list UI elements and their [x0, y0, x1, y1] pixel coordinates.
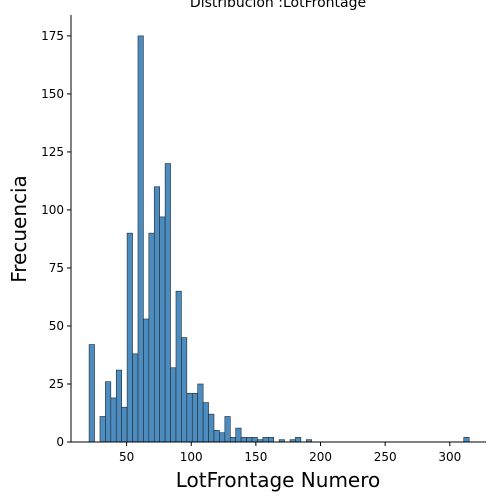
histogram-bar [111, 398, 116, 442]
x-tick-label: 100 [180, 450, 203, 464]
histogram-bar [165, 164, 170, 442]
x-axis-label: LotFrontage Numero [176, 468, 381, 492]
histogram-bar [236, 428, 241, 442]
x-tick-label: 250 [374, 450, 397, 464]
histogram-bar [154, 187, 159, 442]
histogram-bar [149, 233, 154, 442]
y-tick-label: 100 [41, 203, 64, 217]
x-tick-label: 300 [438, 450, 461, 464]
y-tick-label: 150 [41, 87, 64, 101]
histogram-bar [105, 382, 110, 442]
y-tick-label: 0 [56, 435, 64, 449]
histogram-bars [89, 36, 469, 442]
histogram-bar [225, 416, 230, 442]
histogram-bar [209, 414, 214, 442]
histogram-bar [133, 354, 138, 442]
histogram-bar [138, 36, 143, 442]
histogram-bar [263, 437, 268, 442]
histogram-bar [187, 393, 192, 442]
histogram-bar [295, 437, 300, 442]
histogram-bar [219, 433, 224, 442]
histogram-bar [116, 370, 121, 442]
histogram-bar [122, 407, 127, 442]
y-axis-label: Frecuencia [7, 175, 31, 283]
x-tick-label: 200 [309, 450, 332, 464]
x-axis-ticks: 50 100 150 200 250 300 [119, 442, 461, 464]
histogram-bar [100, 416, 105, 442]
y-tick-label: 75 [49, 261, 64, 275]
histogram-bar [214, 430, 219, 442]
histogram-bar [252, 437, 257, 442]
histogram-bar [160, 217, 165, 442]
histogram-bar [143, 319, 148, 442]
x-tick-label: 150 [244, 450, 267, 464]
chart-title: Distribución :LotFrontage [190, 0, 366, 11]
histogram-bar [127, 233, 132, 442]
histogram-bar [171, 368, 176, 442]
histogram-bar [268, 437, 273, 442]
histogram-bar [181, 338, 186, 442]
y-tick-label: 125 [41, 145, 64, 159]
histogram-bar [230, 437, 235, 442]
y-tick-label: 50 [49, 319, 64, 333]
histogram-bar [192, 393, 197, 442]
y-tick-label: 175 [41, 29, 64, 43]
y-tick-label: 25 [49, 377, 64, 391]
histogram-bar [241, 437, 246, 442]
histogram-bar [89, 345, 94, 442]
x-tick-label: 50 [119, 450, 134, 464]
histogram-bar [203, 403, 208, 442]
histogram-bar [176, 291, 181, 442]
histogram-bar [247, 437, 252, 442]
y-axis-ticks: 0 25 50 75 100 125 150 175 [41, 29, 71, 449]
histogram-bar [464, 437, 469, 442]
histogram-bar [198, 384, 203, 442]
